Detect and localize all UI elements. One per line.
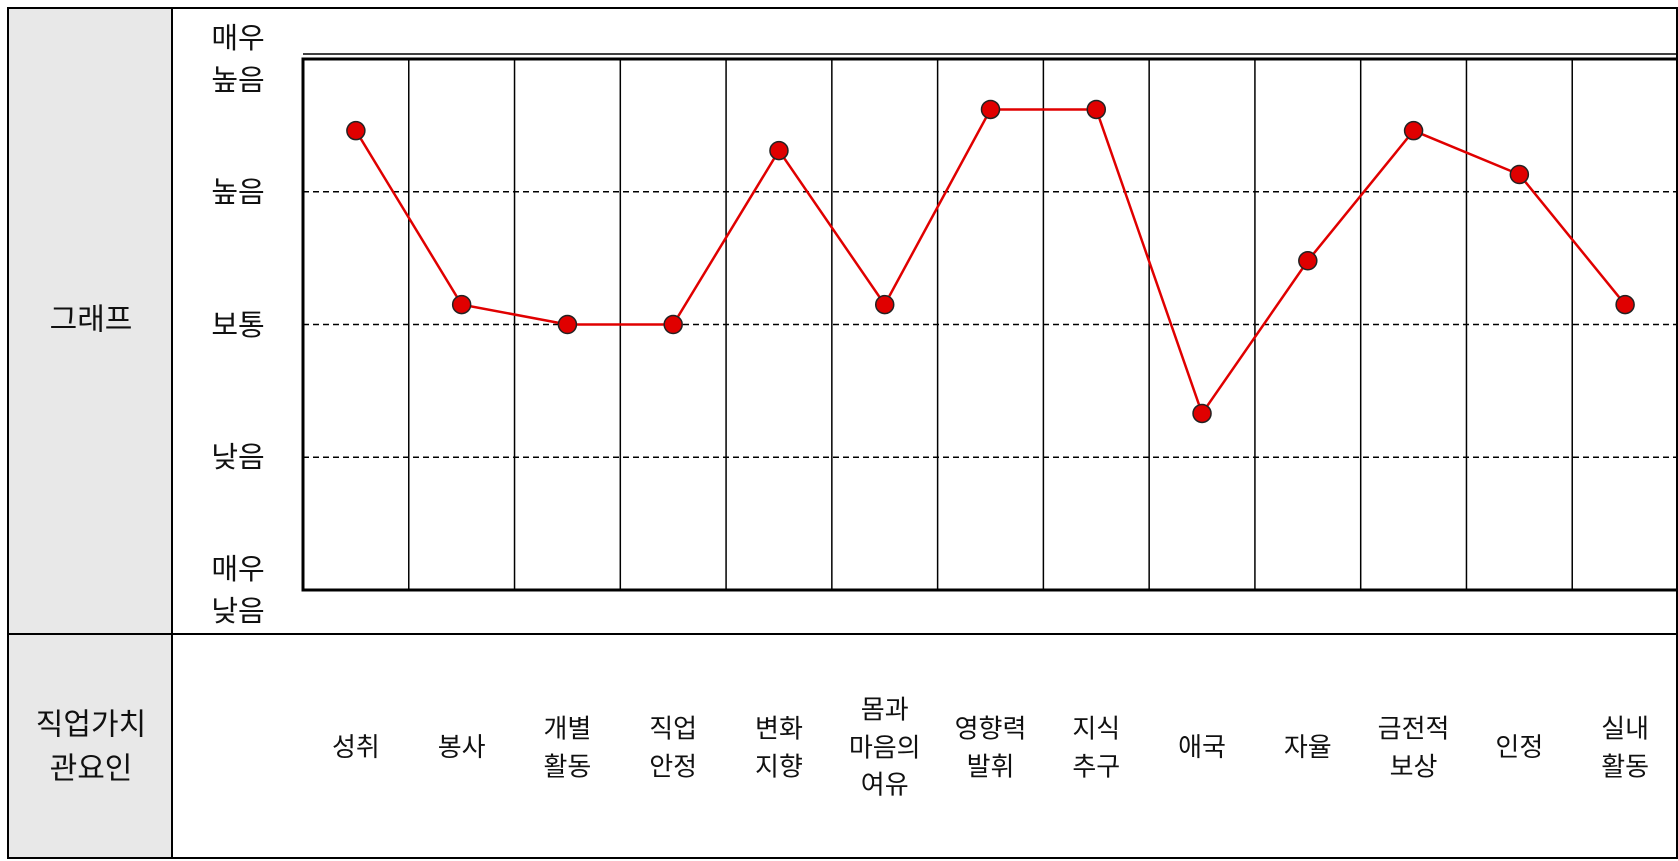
marker [1615, 294, 1635, 315]
plot-border [301, 57, 1678, 592]
cell-bg [8, 8, 172, 858]
row-label: 직업가치 관요인 [35, 707, 147, 787]
marker [557, 314, 578, 335]
line [354, 108, 1627, 417]
table-border [7, 7, 1678, 859]
marker [874, 294, 895, 315]
x-tick-label: 금전적 보상 [1377, 714, 1450, 782]
x-tick-label: 변화 지향 [755, 714, 803, 782]
x-tick-label: 봉사 [437, 733, 486, 764]
marker [451, 294, 472, 315]
y-tick-label: 보통 [211, 307, 265, 342]
marker [1086, 99, 1107, 120]
marker [1509, 164, 1530, 185]
x-tick-label: 인정 [1495, 733, 1544, 764]
x-tick-label: 개별 활동 [543, 714, 592, 782]
marker [1192, 403, 1212, 424]
marker [769, 140, 789, 161]
y-tick-label: 매우 낮음 [211, 551, 265, 628]
x-tick-label: 애국 [1178, 733, 1226, 764]
y-tick-label: 매우 높음 [211, 20, 265, 97]
x-tick-label: 직업 안정 [649, 714, 698, 782]
x-tick-label: 실내 활동 [1601, 714, 1650, 782]
y-tick-label: 낮음 [211, 440, 265, 475]
row-label: 그래프 [49, 302, 133, 338]
y-tick-label: 높음 [211, 174, 265, 209]
marker [663, 314, 683, 335]
marker [980, 99, 1001, 120]
x-tick-label: 몸과 마음의 여유 [848, 695, 921, 801]
x-tick-label: 성취 [331, 733, 380, 764]
marker [1298, 251, 1318, 271]
marker [1403, 120, 1424, 141]
x-tick-label: 지식 추구 [1072, 714, 1121, 782]
x-tick-label: 자율 [1283, 733, 1332, 764]
marker [346, 120, 366, 141]
x-tick-label: 영향력 발휘 [954, 714, 1027, 782]
